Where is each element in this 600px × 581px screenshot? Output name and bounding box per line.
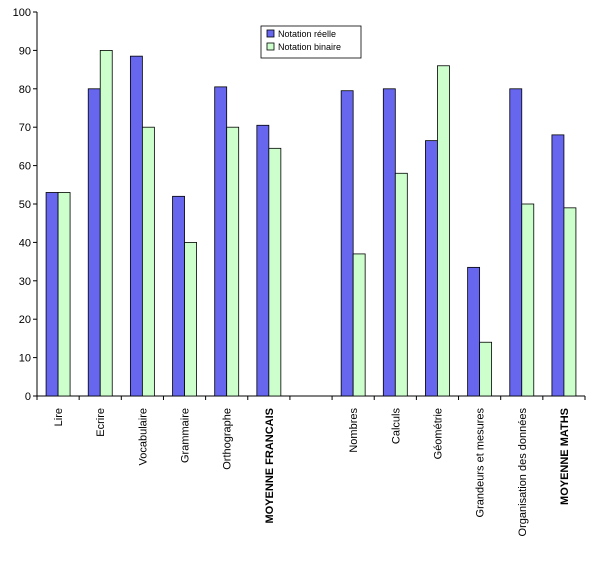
bar-reelle	[425, 140, 438, 397]
x-category-label: Vocabulaire	[137, 408, 149, 466]
x-category-label: Calculs	[390, 408, 402, 445]
y-tick-label: 70	[19, 122, 31, 134]
x-category-label: Géométrie	[432, 408, 444, 459]
bar-reelle	[551, 134, 565, 397]
bars	[45, 50, 577, 397]
bar-reelle	[467, 266, 481, 397]
x-tick-labels: Lire Ecrire Vocabulaire Grammaire Orthograph…	[53, 408, 571, 537]
x-category-label: Ecrire	[95, 408, 107, 437]
x-category-label: MOYENNE MATHS	[559, 408, 571, 505]
y-tick-label: 30	[19, 276, 31, 288]
legend-entry: Notation binaire	[278, 42, 341, 52]
bar-reelle	[382, 88, 396, 397]
bar-reelle	[509, 88, 523, 397]
x-category-label: Orthographe	[222, 408, 234, 470]
x-category-label: Organisation des données	[517, 408, 529, 537]
y-tick-label: 0	[25, 391, 31, 403]
bar-binaire	[57, 192, 71, 397]
bar-binaire	[521, 203, 535, 397]
y-tick-label: 10	[19, 353, 31, 365]
legend-swatch	[266, 42, 275, 51]
x-category-label: Nombres	[348, 408, 360, 453]
bar-reelle	[340, 90, 354, 397]
y-tick-label: 60	[19, 161, 31, 173]
bar-reelle	[214, 86, 228, 397]
bar-binaire	[563, 207, 577, 397]
bar-binaire	[394, 172, 408, 397]
bar-binaire	[141, 126, 155, 397]
x-category-label: Grammaire	[180, 408, 192, 463]
legend: Notation réelle Notation binaire	[260, 25, 362, 59]
bar-reelle	[256, 124, 270, 397]
bar-binaire	[268, 147, 282, 397]
bar-reelle	[172, 195, 185, 397]
y-tick-labels: 0 10 20 30 40 50 60 70 80 90 100	[13, 7, 31, 403]
legend-entry: Notation réelle	[278, 29, 336, 39]
bar-reelle	[87, 88, 101, 397]
x-category-label: Grandeurs et mesures	[475, 408, 487, 518]
bar-binaire	[479, 341, 493, 397]
y-tick-label: 20	[19, 314, 31, 326]
y-tick-label: 40	[19, 237, 31, 249]
x-category-label: MOYENNE FRANCAIS	[264, 408, 276, 524]
y-tick-label: 100	[13, 7, 31, 19]
bar-binaire	[226, 126, 240, 397]
bar-binaire	[184, 241, 197, 397]
x-category-label: Lire	[53, 408, 65, 426]
axes	[33, 11, 586, 400]
bar-binaire	[352, 253, 366, 397]
y-tick-label: 90	[19, 45, 31, 57]
bar-reelle	[45, 192, 59, 397]
y-tick-label: 50	[19, 199, 31, 211]
bar-binaire	[437, 65, 450, 397]
legend-swatch	[266, 29, 275, 38]
y-tick-label: 80	[19, 84, 31, 96]
bar-reelle	[129, 55, 143, 397]
legend-box	[260, 25, 362, 59]
bar-binaire	[99, 50, 113, 397]
